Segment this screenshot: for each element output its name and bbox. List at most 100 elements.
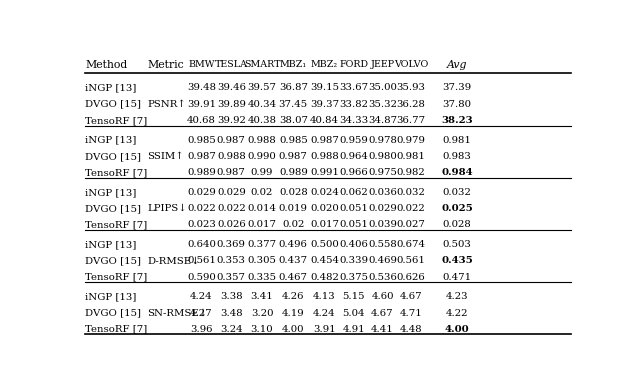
- Text: 39.48: 39.48: [187, 83, 216, 92]
- Text: 0.987: 0.987: [217, 136, 246, 145]
- Text: 39.46: 39.46: [217, 83, 246, 92]
- Text: 0.051: 0.051: [339, 220, 368, 229]
- Text: 0.558: 0.558: [368, 240, 397, 249]
- Text: 0.989: 0.989: [187, 168, 216, 177]
- Text: 4.91: 4.91: [342, 325, 365, 334]
- Text: 4.22: 4.22: [445, 308, 468, 318]
- Text: 0.987: 0.987: [217, 168, 246, 177]
- Text: 4.71: 4.71: [399, 308, 422, 318]
- Text: 4.60: 4.60: [371, 292, 394, 301]
- Text: 4.00: 4.00: [282, 325, 305, 334]
- Text: 40.38: 40.38: [248, 116, 276, 125]
- Text: 0.966: 0.966: [339, 168, 368, 177]
- Text: 0.987: 0.987: [279, 152, 308, 161]
- Text: 0.988: 0.988: [217, 152, 246, 161]
- Text: TensoRF [7]: TensoRF [7]: [85, 325, 147, 334]
- Text: 0.406: 0.406: [339, 240, 368, 249]
- Text: 0.959: 0.959: [339, 136, 368, 145]
- Text: 3.24: 3.24: [220, 325, 243, 334]
- Text: 39.37: 39.37: [310, 100, 339, 109]
- Text: 0.020: 0.020: [310, 204, 339, 213]
- Text: 0.982: 0.982: [396, 168, 425, 177]
- Text: 39.91: 39.91: [187, 100, 216, 109]
- Text: DVGO [15]: DVGO [15]: [85, 204, 141, 213]
- Text: 5.04: 5.04: [342, 308, 365, 318]
- Text: DVGO [15]: DVGO [15]: [85, 256, 141, 265]
- Text: 0.674: 0.674: [396, 240, 426, 249]
- Text: 0.017: 0.017: [248, 220, 276, 229]
- Text: 40.34: 40.34: [248, 100, 276, 109]
- Text: 0.032: 0.032: [442, 188, 472, 197]
- Text: DVGO [15]: DVGO [15]: [85, 308, 141, 318]
- Text: DVGO [15]: DVGO [15]: [85, 100, 141, 109]
- Text: 0.339: 0.339: [339, 256, 368, 265]
- Text: 4.26: 4.26: [282, 292, 305, 301]
- Text: 39.92: 39.92: [217, 116, 246, 125]
- Text: 0.978: 0.978: [368, 136, 397, 145]
- Text: 0.503: 0.503: [442, 240, 472, 249]
- Text: 0.975: 0.975: [368, 168, 397, 177]
- Text: 4.23: 4.23: [445, 292, 468, 301]
- Text: 35.00: 35.00: [368, 83, 397, 92]
- Text: 0.471: 0.471: [442, 273, 472, 282]
- Text: 0.437: 0.437: [278, 256, 308, 265]
- Text: 0.375: 0.375: [339, 273, 368, 282]
- Text: 0.980: 0.980: [368, 152, 397, 161]
- Text: 33.67: 33.67: [339, 83, 369, 92]
- Text: 38.23: 38.23: [441, 116, 473, 125]
- Text: 0.979: 0.979: [396, 136, 425, 145]
- Text: 0.561: 0.561: [187, 256, 216, 265]
- Text: 0.987: 0.987: [187, 152, 216, 161]
- Text: 0.029: 0.029: [368, 204, 397, 213]
- Text: 0.051: 0.051: [339, 204, 368, 213]
- Text: 0.590: 0.590: [187, 273, 216, 282]
- Text: 0.029: 0.029: [217, 188, 246, 197]
- Text: 0.032: 0.032: [396, 188, 425, 197]
- Text: 0.469: 0.469: [368, 256, 397, 265]
- Text: 37.80: 37.80: [442, 100, 472, 109]
- Text: 34.33: 34.33: [339, 116, 369, 125]
- Text: 0.99: 0.99: [251, 168, 273, 177]
- Text: 0.626: 0.626: [396, 273, 425, 282]
- Text: 0.435: 0.435: [441, 256, 473, 265]
- Text: 37.39: 37.39: [442, 83, 472, 92]
- Text: 33.82: 33.82: [339, 100, 368, 109]
- Text: LPIPS↓: LPIPS↓: [147, 204, 187, 213]
- Text: 0.964: 0.964: [339, 152, 368, 161]
- Text: 4.24: 4.24: [190, 292, 213, 301]
- Text: 4.27: 4.27: [190, 308, 213, 318]
- Text: SN-RMSE↓: SN-RMSE↓: [147, 308, 207, 318]
- Text: 4.41: 4.41: [371, 325, 394, 334]
- Text: 0.017: 0.017: [310, 220, 339, 229]
- Text: 0.561: 0.561: [396, 256, 425, 265]
- Text: 0.496: 0.496: [279, 240, 308, 249]
- Text: 0.357: 0.357: [217, 273, 246, 282]
- Text: 0.024: 0.024: [310, 188, 339, 197]
- Text: 0.025: 0.025: [441, 204, 473, 213]
- Text: 39.15: 39.15: [310, 83, 339, 92]
- Text: 38.07: 38.07: [279, 116, 308, 125]
- Text: 0.022: 0.022: [396, 204, 425, 213]
- Text: 0.062: 0.062: [339, 188, 368, 197]
- Text: 0.983: 0.983: [442, 152, 472, 161]
- Text: MBZ₁: MBZ₁: [280, 60, 307, 69]
- Text: DVGO [15]: DVGO [15]: [85, 152, 141, 161]
- Text: 0.991: 0.991: [310, 168, 339, 177]
- Text: 4.19: 4.19: [282, 308, 305, 318]
- Text: 0.988: 0.988: [310, 152, 339, 161]
- Text: 0.536: 0.536: [368, 273, 397, 282]
- Text: 0.039: 0.039: [368, 220, 397, 229]
- Text: 35.93: 35.93: [396, 83, 426, 92]
- Text: 3.91: 3.91: [313, 325, 336, 334]
- Text: 0.990: 0.990: [248, 152, 276, 161]
- Text: TensoRF [7]: TensoRF [7]: [85, 220, 147, 229]
- Text: 4.67: 4.67: [371, 308, 394, 318]
- Text: 40.84: 40.84: [310, 116, 339, 125]
- Text: SMART: SMART: [244, 60, 280, 69]
- Text: 0.981: 0.981: [396, 152, 425, 161]
- Text: 0.482: 0.482: [310, 273, 339, 282]
- Text: 35.32: 35.32: [368, 100, 397, 109]
- Text: Method: Method: [85, 59, 127, 70]
- Text: 0.981: 0.981: [442, 136, 472, 145]
- Text: iNGP [13]: iNGP [13]: [85, 83, 136, 92]
